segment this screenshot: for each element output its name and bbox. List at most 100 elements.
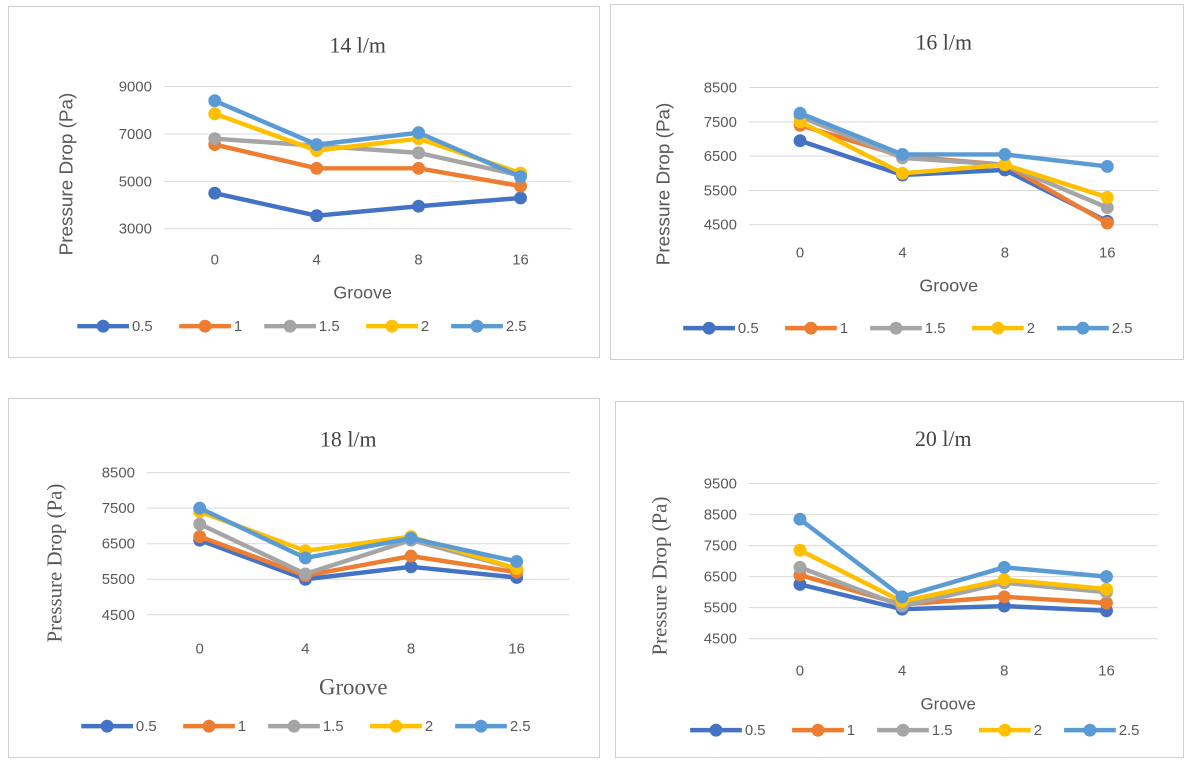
data-point: [998, 158, 1012, 172]
legend-label: 1.5: [932, 723, 953, 739]
y-tick-label: 6500: [102, 537, 135, 553]
legend-marker: [889, 321, 903, 335]
data-point: [1099, 582, 1113, 596]
x-axis-title: Groove: [333, 282, 392, 302]
x-tick-label: 0: [211, 253, 219, 269]
legend-label: 0.5: [136, 719, 157, 735]
data-point: [793, 512, 807, 526]
series-line-0.5: [797, 582, 1109, 613]
data-point: [193, 501, 207, 515]
data-point: [310, 209, 324, 223]
data-point: [208, 94, 222, 108]
data-point: [193, 517, 207, 531]
data-point: [514, 170, 527, 184]
series-line-1.5: [797, 565, 1109, 609]
y-tick-label: 7500: [704, 539, 737, 555]
x-tick-label: 4: [313, 253, 321, 269]
series-line-0.5: [197, 537, 519, 582]
series-line-2.5: [797, 111, 1110, 169]
legend-marker: [896, 723, 910, 737]
data-point: [404, 560, 418, 574]
legend-label: 2.5: [510, 719, 531, 735]
data-point: [510, 555, 524, 568]
legend-marker: [202, 719, 216, 733]
y-tick-label: 7500: [102, 501, 135, 517]
y-tick-label: 9500: [704, 477, 737, 493]
y-tick-label: 8500: [704, 81, 737, 97]
data-point: [514, 191, 527, 205]
legend-marker: [96, 319, 110, 333]
legend-marker: [474, 719, 488, 733]
chart-panel-18: 18 l/m 8500 7500 6500 5500 4500 0 4 8 16 Pressure …: [8, 398, 600, 758]
data-point: [412, 161, 426, 175]
chart-panel-14: 14 l/m 9000 7000 5000 3000 0 4 8 16 Pressure Drop…: [8, 6, 600, 358]
y-tick-label: 3000: [119, 222, 152, 238]
data-point: [895, 590, 909, 604]
x-axis-title: Groove: [919, 275, 978, 295]
legend-label: 2: [421, 319, 429, 335]
y-tick-label: 7500: [704, 115, 737, 131]
data-point: [997, 590, 1011, 604]
x-axis-title: Groove: [319, 674, 388, 699]
line-chart-16: 16 l/m 8500 7500 6500 5500 4500 0 4 8 16 Pressure …: [653, 31, 1159, 337]
x-tick-label: 4: [301, 642, 309, 658]
legend-label: 2.5: [1119, 723, 1140, 739]
series-line-1: [197, 534, 519, 578]
series-line-0.5: [212, 190, 523, 218]
data-point: [208, 186, 222, 200]
data-point: [997, 599, 1011, 613]
legend-marker: [470, 319, 484, 333]
y-tick-label: 5500: [102, 572, 135, 588]
legend-marker: [1076, 321, 1090, 335]
series-line-2.5: [197, 505, 519, 564]
y-tick-label: 6500: [704, 149, 737, 165]
data-point: [208, 132, 222, 146]
data-point: [793, 134, 807, 148]
y-tick-label: 7000: [119, 127, 152, 143]
y-tick-label: 8500: [704, 508, 737, 524]
y-tick-label: 8500: [102, 466, 135, 482]
data-point: [896, 147, 909, 161]
data-point: [298, 551, 312, 565]
legend-marker: [998, 723, 1012, 737]
data-point: [412, 199, 426, 213]
legend-label: 2: [1027, 321, 1035, 337]
x-tick-label: 4: [898, 663, 906, 679]
x-axis-title: Groove: [921, 694, 976, 713]
x-tick-label: 4: [898, 246, 906, 262]
data-point: [1100, 159, 1114, 173]
legend-marker: [283, 319, 297, 333]
chart-panel-16: 16 l/m 8500 7500 6500 5500 4500 0 4 8 16 Pressure …: [610, 4, 1184, 360]
y-tick-label: 5000: [119, 174, 152, 190]
series-line-2.5: [797, 516, 1109, 600]
legend-label: 1.5: [323, 719, 344, 735]
series-line-1.5: [212, 136, 523, 178]
legend-label: 1: [234, 319, 242, 335]
x-tick-label: 16: [512, 253, 529, 269]
legend-marker: [991, 321, 1005, 335]
data-point: [793, 577, 807, 591]
legend-label: 0.5: [745, 723, 766, 739]
legend-label: 1: [847, 723, 855, 739]
y-tick-label: 6500: [704, 570, 737, 586]
data-point: [1100, 201, 1114, 215]
data-point: [1099, 570, 1113, 584]
data-point: [896, 166, 909, 180]
data-point: [310, 138, 324, 152]
legend-label: 2.5: [1112, 321, 1133, 337]
y-axis-title: Pressure Drop (Pa): [42, 484, 66, 643]
series-line-1: [797, 572, 1109, 607]
data-point: [514, 179, 527, 193]
legend-marker: [1083, 723, 1097, 737]
data-point: [1100, 190, 1114, 204]
y-tick-label: 4500: [704, 632, 737, 648]
legend-marker: [811, 723, 825, 737]
x-tick-label: 16: [1099, 246, 1116, 262]
chart-title: 14 l/m: [329, 34, 385, 58]
line-chart-18: 18 l/m 8500 7500 6500 5500 4500 0 4 8 16 Pressure …: [42, 428, 570, 735]
data-point: [412, 146, 426, 160]
chart-panel-20: 20 l/m 9500 8500 7500 6500 5500 4500 0 4 8 16 Press…: [615, 401, 1184, 758]
legend-label: 1.5: [319, 319, 340, 335]
x-tick-label: 16: [1098, 663, 1115, 679]
data-point: [310, 161, 324, 175]
